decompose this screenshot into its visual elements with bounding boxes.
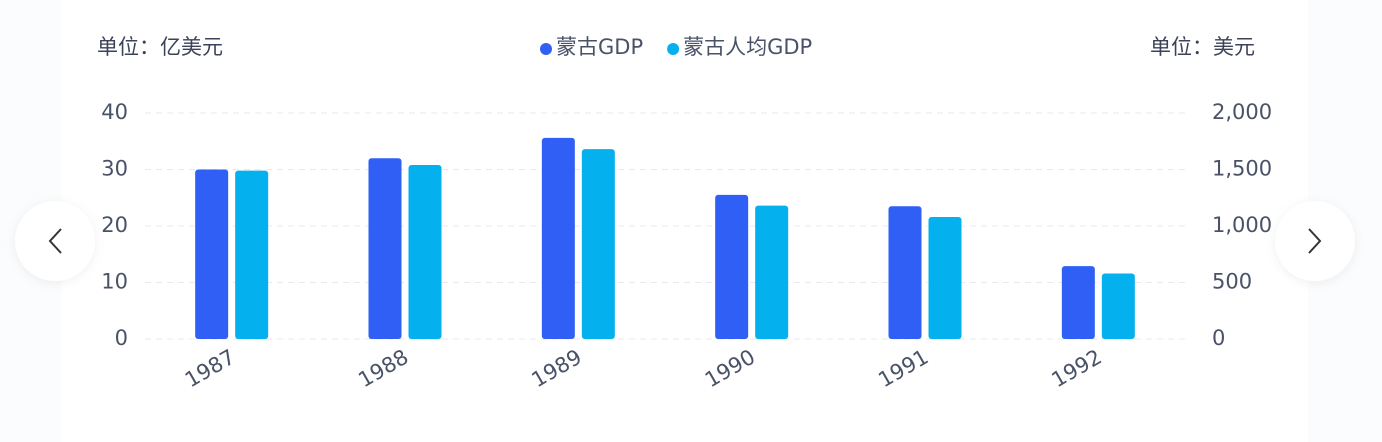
prev-button[interactable] (15, 201, 95, 281)
bar (928, 216, 962, 339)
bar (888, 206, 922, 339)
bar (1101, 273, 1135, 339)
legend-label[interactable]: 蒙古GDP (556, 35, 643, 59)
y-tick-label: 20 (101, 213, 128, 237)
y2-tick-label: 2,000 (1212, 100, 1272, 124)
bar (581, 149, 615, 339)
y2-tick-label: 500 (1212, 270, 1252, 294)
bar (368, 158, 402, 339)
legend-label[interactable]: 蒙古人均GDP (683, 35, 812, 59)
bar (715, 194, 749, 339)
bar (195, 169, 229, 339)
bar (235, 170, 269, 339)
y2-axis-label: 单位：美元 (1150, 35, 1255, 59)
bar (1061, 266, 1095, 339)
bar (755, 205, 789, 339)
next-button[interactable] (1275, 201, 1355, 281)
y2-tick-label: 1,500 (1212, 157, 1272, 181)
y-tick-label: 10 (101, 270, 128, 294)
bar (408, 164, 442, 339)
y-tick-label: 40 (101, 100, 128, 124)
y-axis-label: 单位：亿美元 (97, 35, 223, 59)
card (62, 0, 1308, 442)
y-tick-label: 0 (115, 326, 128, 350)
y2-tick-label: 1,000 (1212, 213, 1272, 237)
y-tick-label: 30 (101, 157, 128, 181)
legend-marker (667, 43, 680, 55)
bar (541, 137, 575, 339)
next-chevron (1308, 228, 1322, 254)
y2-tick-label: 0 (1212, 326, 1225, 350)
prev-chevron (48, 228, 62, 254)
legend-marker (540, 43, 552, 55)
